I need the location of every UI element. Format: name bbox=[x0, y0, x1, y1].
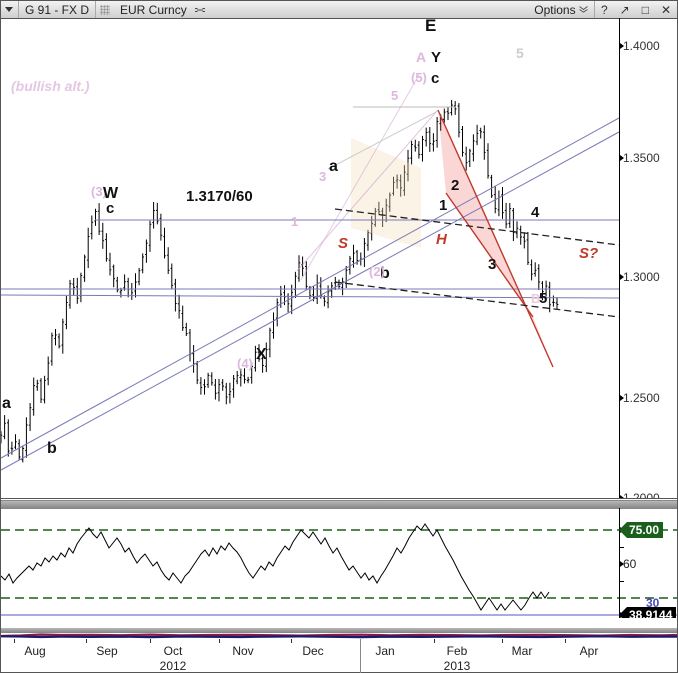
svg-text:c: c bbox=[431, 70, 439, 87]
svg-text:b: b bbox=[47, 440, 57, 457]
svg-text:1: 1 bbox=[439, 197, 447, 214]
svg-text:H: H bbox=[436, 231, 448, 248]
svg-text:(5): (5) bbox=[411, 70, 427, 85]
svg-text:a: a bbox=[2, 395, 11, 412]
svg-text:E: E bbox=[425, 18, 436, 35]
svg-text:X: X bbox=[256, 346, 267, 363]
svg-text:5: 5 bbox=[516, 45, 524, 61]
svg-text:5: 5 bbox=[391, 88, 398, 103]
svg-text:S?: S? bbox=[579, 245, 598, 262]
svg-text:A: A bbox=[416, 49, 426, 65]
svg-text:(bullish alt.): (bullish alt.) bbox=[11, 78, 90, 94]
svg-text:3: 3 bbox=[319, 169, 326, 184]
svg-text:1.3170/60: 1.3170/60 bbox=[186, 188, 253, 205]
svg-text:5: 5 bbox=[539, 290, 547, 307]
svg-text:Y: Y bbox=[431, 49, 441, 66]
svg-text:S: S bbox=[338, 235, 348, 252]
svg-text:4: 4 bbox=[531, 204, 540, 221]
svg-text:c: c bbox=[106, 200, 114, 217]
svg-text:1: 1 bbox=[291, 214, 298, 229]
svg-text:(2): (2) bbox=[369, 264, 385, 279]
svg-text:2: 2 bbox=[451, 177, 459, 194]
svg-text:(4): (4) bbox=[237, 356, 253, 371]
svg-text:a: a bbox=[329, 158, 338, 175]
svg-text:3: 3 bbox=[488, 256, 496, 273]
